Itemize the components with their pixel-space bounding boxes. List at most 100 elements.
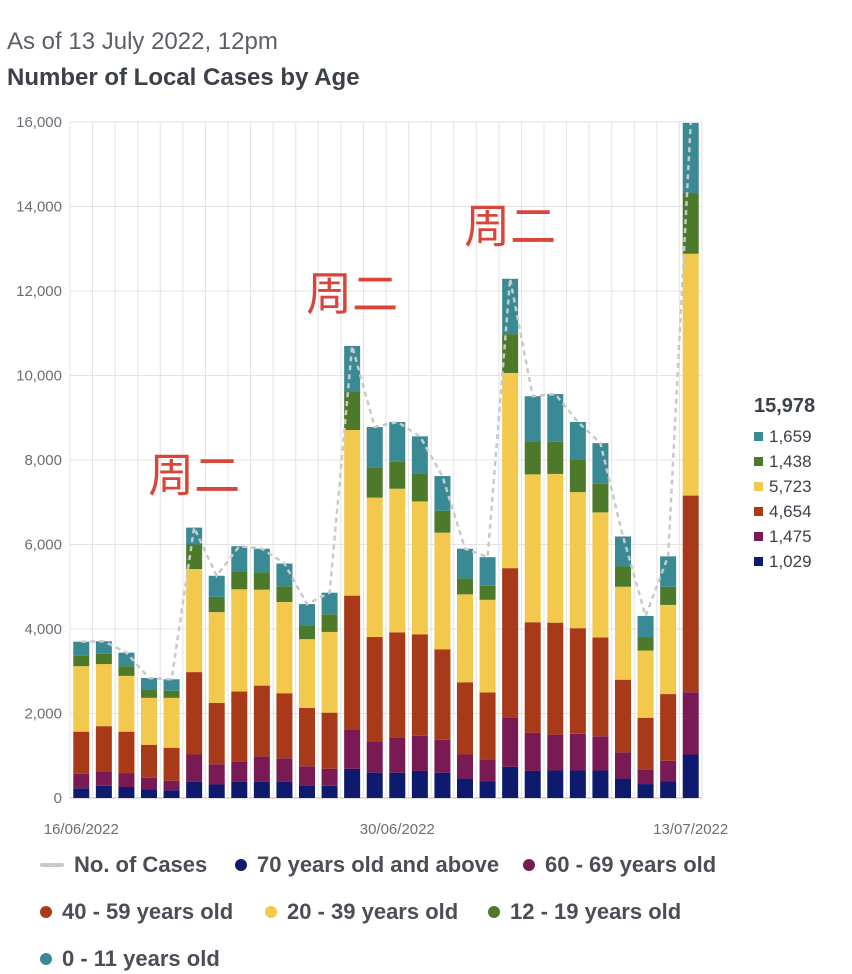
legend-item-40-59[interactable]: 40 - 59 years old	[40, 899, 233, 925]
bar-segment[interactable]	[592, 736, 609, 771]
bar-segment[interactable]	[682, 692, 699, 755]
bar-segment[interactable]	[637, 650, 654, 718]
bar-segment[interactable]	[434, 476, 451, 511]
bar-segment[interactable]	[479, 557, 496, 586]
bar-segment[interactable]	[118, 773, 135, 788]
bar-segment[interactable]	[502, 372, 519, 569]
bar-segment[interactable]	[231, 589, 248, 692]
bar-segment[interactable]	[682, 754, 699, 798]
legend-item-0-11[interactable]: 0 - 11 years old	[40, 946, 220, 972]
bar-segment[interactable]	[592, 443, 609, 484]
bar-segment[interactable]	[615, 778, 631, 798]
bar-segment[interactable]	[411, 436, 428, 474]
bar-segment[interactable]	[253, 756, 270, 782]
bar-segment[interactable]	[141, 689, 157, 698]
bar-segment[interactable]	[547, 734, 564, 771]
bar-segment[interactable]	[321, 614, 338, 632]
bar-segment[interactable]	[253, 572, 270, 590]
bar-segment[interactable]	[73, 731, 90, 774]
bar-segment[interactable]	[344, 430, 361, 596]
bar-segment[interactable]	[411, 501, 428, 635]
bar-segment[interactable]	[615, 586, 631, 680]
bar-segment[interactable]	[321, 712, 338, 769]
bar-segment[interactable]	[299, 785, 315, 798]
bar-segment[interactable]	[411, 473, 428, 502]
bar-segment[interactable]	[141, 697, 157, 745]
bar-segment[interactable]	[253, 781, 270, 798]
bar-segment[interactable]	[95, 726, 112, 772]
bar-segment[interactable]	[660, 781, 677, 798]
bar-segment[interactable]	[592, 637, 609, 737]
bar-segment[interactable]	[299, 639, 315, 709]
bar-segment[interactable]	[434, 510, 451, 533]
bar-segment[interactable]	[660, 694, 677, 761]
bar-segment[interactable]	[479, 759, 496, 782]
bar-segment[interactable]	[208, 575, 225, 597]
bar-segment[interactable]	[141, 777, 157, 790]
bar-segment[interactable]	[253, 589, 270, 686]
legend-item-no-of-cases[interactable]: No. of Cases	[40, 852, 207, 878]
bar-segment[interactable]	[208, 702, 225, 765]
bar-segment[interactable]	[163, 690, 180, 698]
bar-segment[interactable]	[434, 739, 451, 773]
bar-segment[interactable]	[434, 649, 451, 740]
bar-segment[interactable]	[389, 737, 406, 773]
bar-segment[interactable]	[615, 679, 631, 753]
bar-segment[interactable]	[73, 655, 90, 667]
bar-segment[interactable]	[547, 770, 564, 798]
bar-segment[interactable]	[231, 781, 248, 798]
bar-segment[interactable]	[615, 752, 631, 779]
bar-segment[interactable]	[253, 548, 270, 573]
bar-segment[interactable]	[95, 785, 112, 798]
bar-segment[interactable]	[592, 770, 609, 798]
bar-segment[interactable]	[299, 766, 315, 786]
bar-segment[interactable]	[231, 761, 248, 782]
bar-segment[interactable]	[569, 770, 586, 798]
bar-segment[interactable]	[163, 790, 180, 798]
bar-segment[interactable]	[344, 768, 361, 798]
bar-segment[interactable]	[569, 733, 586, 771]
bar-segment[interactable]	[95, 653, 112, 665]
bar-segment[interactable]	[457, 578, 473, 595]
bar-segment[interactable]	[73, 666, 90, 732]
bar-segment[interactable]	[502, 717, 519, 767]
bar-segment[interactable]	[321, 631, 338, 713]
bar-segment[interactable]	[231, 691, 248, 762]
bar-segment[interactable]	[276, 601, 293, 694]
bar-segment[interactable]	[95, 771, 112, 786]
bar-segment[interactable]	[344, 729, 361, 769]
bar-segment[interactable]	[141, 744, 157, 778]
bar-segment[interactable]	[479, 692, 496, 760]
bar-segment[interactable]	[253, 685, 270, 757]
bar-segment[interactable]	[118, 675, 135, 732]
bar-segment[interactable]	[186, 672, 203, 755]
bar-segment[interactable]	[208, 612, 225, 703]
bar-segment[interactable]	[321, 785, 338, 798]
bar-segment[interactable]	[366, 637, 383, 742]
bar-segment[interactable]	[276, 758, 293, 782]
bar-segment[interactable]	[299, 708, 315, 767]
bar-segment[interactable]	[411, 634, 428, 736]
bar-segment[interactable]	[186, 781, 203, 798]
legend-item-20-39[interactable]: 20 - 39 years old	[265, 899, 458, 925]
bar-segment[interactable]	[389, 632, 406, 738]
bar-segment[interactable]	[524, 732, 541, 771]
bar-segment[interactable]	[524, 474, 541, 623]
bar-segment[interactable]	[524, 396, 541, 442]
legend-item-60-69[interactable]: 60 - 69 years old	[523, 852, 716, 878]
bar-segment[interactable]	[299, 604, 315, 626]
bar-segment[interactable]	[524, 622, 541, 733]
bar-segment[interactable]	[389, 772, 406, 798]
bar-segment[interactable]	[479, 585, 496, 600]
bar-segment[interactable]	[682, 495, 699, 693]
bar-segment[interactable]	[547, 441, 564, 474]
bar-segment[interactable]	[457, 594, 473, 683]
bar-segment[interactable]	[366, 497, 383, 638]
bar-segment[interactable]	[660, 604, 677, 695]
bar-segment[interactable]	[276, 586, 293, 602]
bar-segment[interactable]	[592, 512, 609, 638]
bar-segment[interactable]	[208, 764, 225, 785]
bar-segment[interactable]	[682, 193, 699, 254]
bar-segment[interactable]	[118, 666, 135, 676]
bar-segment[interactable]	[118, 787, 135, 798]
